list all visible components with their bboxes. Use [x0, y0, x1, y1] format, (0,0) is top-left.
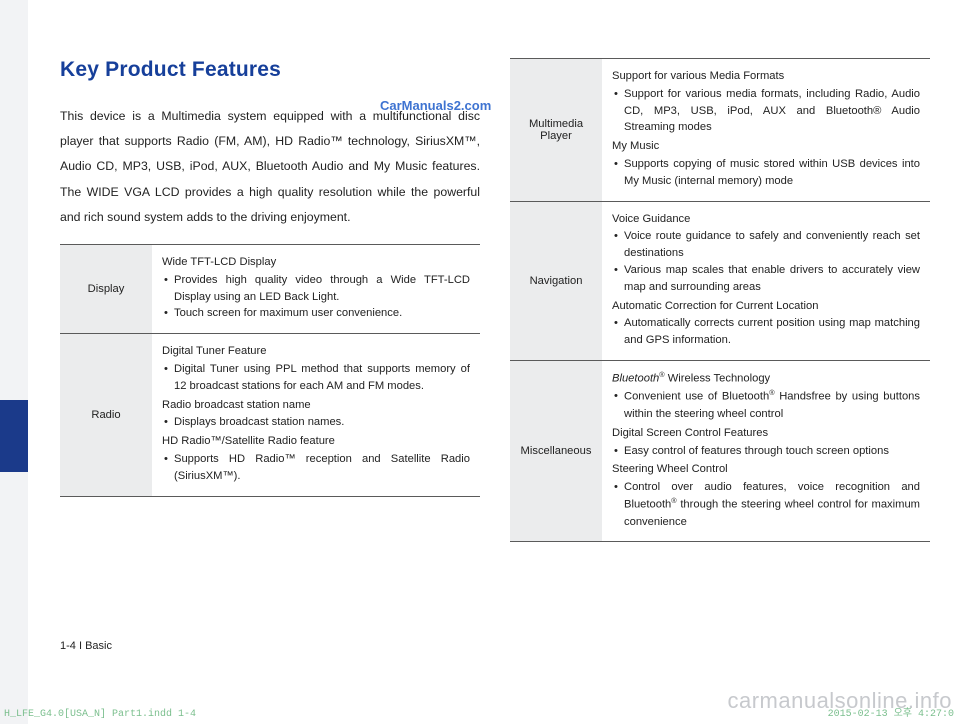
list-item: Voice route guidance to safely and conve…	[612, 228, 920, 262]
features-table-left: DisplayWide TFT-LCD DisplayProvides high…	[60, 244, 480, 497]
row-label: Multimedia Player	[510, 59, 602, 202]
bullet-list: Control over audio features, voice recog…	[612, 479, 920, 530]
print-meta-left: H_LFE_G4.0[USA_N] Part1.indd 1-4	[4, 709, 196, 720]
left-margin-sidebar	[0, 0, 28, 724]
page-footer: 1-4 I Basic	[60, 640, 112, 652]
row-content: Wide TFT-LCD DisplayProvides high qualit…	[152, 245, 480, 334]
group-title: Digital Tuner Feature	[162, 343, 470, 360]
group-title: Automatic Correction for Current Locatio…	[612, 298, 920, 315]
row-content: Voice GuidanceVoice route guidance to sa…	[602, 201, 930, 360]
table-row: NavigationVoice GuidanceVoice route guid…	[510, 201, 930, 360]
features-table-right: Multimedia PlayerSupport for various Med…	[510, 58, 930, 542]
group-title: Wide TFT-LCD Display	[162, 254, 470, 271]
table-row: RadioDigital Tuner FeatureDigital Tuner …	[60, 334, 480, 496]
group-title: Steering Wheel Control	[612, 461, 920, 478]
row-label: Navigation	[510, 201, 602, 360]
list-item: Various map scales that enable drivers t…	[612, 262, 920, 296]
print-meta-right: 2015-02-13 오후 4:27:0	[828, 704, 954, 720]
watermark-carmanuals2: CarManuals2.com	[380, 98, 491, 113]
left-column: Key Product Features This device is a Mu…	[60, 58, 480, 497]
group-title: Radio broadcast station name	[162, 397, 470, 414]
bullet-list: Digital Tuner using PPL method that supp…	[162, 361, 470, 395]
row-content: Support for various Media FormatsSupport…	[602, 59, 930, 202]
page-content: Key Product Features This device is a Mu…	[60, 58, 940, 664]
list-item: Supports copying of music stored within …	[612, 156, 920, 190]
list-item: Control over audio features, voice recog…	[612, 479, 920, 530]
list-item: Supports HD Radio™ reception and Satelli…	[162, 451, 470, 485]
bullet-list: Support for various media formats, inclu…	[612, 86, 920, 136]
bullet-list: Voice route guidance to safely and conve…	[612, 228, 920, 295]
table-row: Multimedia PlayerSupport for various Med…	[510, 59, 930, 202]
row-content: Bluetooth® Wireless TechnologyConvenient…	[602, 360, 930, 541]
table-row: DisplayWide TFT-LCD DisplayProvides high…	[60, 245, 480, 334]
group-title: Bluetooth® Wireless Technology	[612, 370, 920, 388]
row-label: Display	[60, 245, 152, 334]
intro-paragraph: This device is a Multimedia system equip…	[60, 104, 480, 230]
list-item: Easy control of features through touch s…	[612, 443, 920, 460]
bullet-list: Automatically corrects current position …	[612, 315, 920, 349]
list-item: Support for various media formats, inclu…	[612, 86, 920, 136]
bullet-list: Easy control of features through touch s…	[612, 443, 920, 460]
bullet-list: Supports copying of music stored within …	[612, 156, 920, 190]
list-item: Convenient use of Bluetooth® Handsfree b…	[612, 388, 920, 422]
left-accent-block	[0, 400, 28, 472]
bullet-list: Provides high quality video through a Wi…	[162, 272, 470, 322]
group-title: Voice Guidance	[612, 211, 920, 228]
bullet-list: Supports HD Radio™ reception and Satelli…	[162, 451, 470, 485]
right-column: Multimedia PlayerSupport for various Med…	[510, 58, 930, 542]
group-title: Support for various Media Formats	[612, 68, 920, 85]
list-item: Displays broadcast station names.	[162, 414, 470, 431]
list-item: Touch screen for maximum user convenienc…	[162, 305, 470, 322]
page-title: Key Product Features	[60, 58, 480, 82]
bullet-list: Convenient use of Bluetooth® Handsfree b…	[612, 388, 920, 422]
row-label: Miscellaneous	[510, 360, 602, 541]
row-label: Radio	[60, 334, 152, 496]
group-title: My Music	[612, 138, 920, 155]
list-item: Digital Tuner using PPL method that supp…	[162, 361, 470, 395]
list-item: Automatically corrects current position …	[612, 315, 920, 349]
row-content: Digital Tuner FeatureDigital Tuner using…	[152, 334, 480, 496]
list-item: Provides high quality video through a Wi…	[162, 272, 470, 306]
table-row: MiscellaneousBluetooth® Wireless Technol…	[510, 360, 930, 541]
bullet-list: Displays broadcast station names.	[162, 414, 470, 431]
group-title: HD Radio™/Satellite Radio feature	[162, 433, 470, 450]
group-title: Digital Screen Control Features	[612, 425, 920, 442]
